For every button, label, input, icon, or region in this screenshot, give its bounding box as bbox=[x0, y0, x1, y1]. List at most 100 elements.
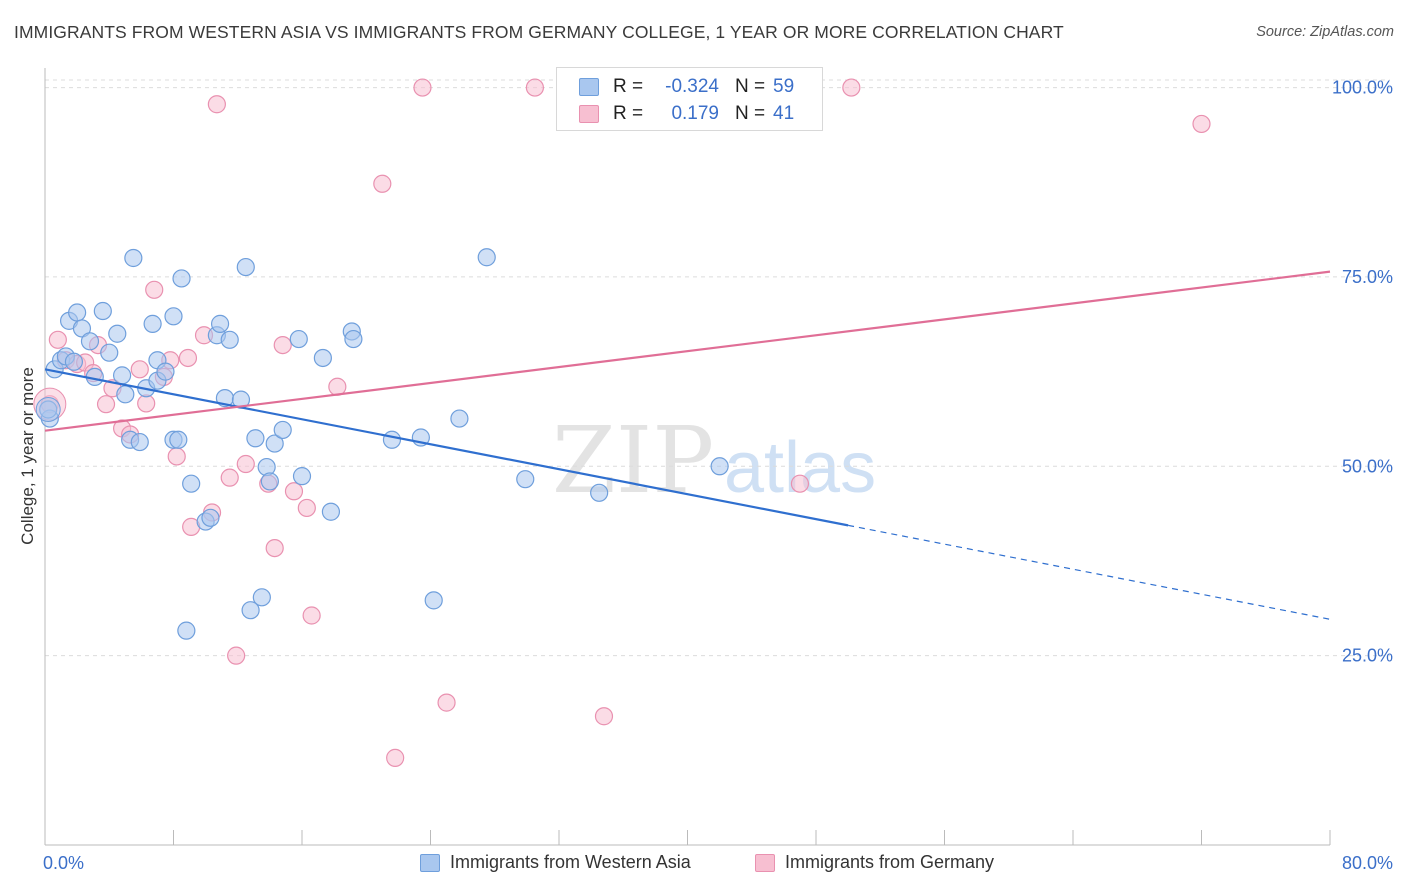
y-tick-label: 50.0% bbox=[1342, 456, 1393, 476]
legend-r-value: 0.179 bbox=[671, 103, 719, 124]
germany-point bbox=[167, 447, 186, 466]
axes bbox=[44, 68, 1331, 846]
legend-r-value: -0.324 bbox=[665, 76, 719, 97]
x-tick-labels: 0.0% 80.0% bbox=[43, 853, 1393, 873]
western-asia-trend-extension bbox=[848, 524, 1331, 620]
germany-point bbox=[302, 606, 321, 625]
germany-point bbox=[273, 335, 292, 355]
western-asia-point bbox=[516, 470, 535, 489]
western-asia-point bbox=[236, 257, 255, 277]
germany-point bbox=[373, 174, 392, 193]
western-asia-point bbox=[93, 301, 112, 321]
western-asia-point bbox=[450, 409, 469, 428]
western-asia-point bbox=[169, 430, 188, 449]
germany-point bbox=[265, 538, 284, 558]
western-asia-point bbox=[246, 429, 265, 448]
western-asia-point bbox=[143, 314, 162, 333]
western-asia-point bbox=[201, 508, 220, 527]
germany-point bbox=[437, 693, 456, 712]
western-asia-point bbox=[210, 314, 230, 333]
germany-point bbox=[284, 482, 304, 501]
legend-r-label: R = bbox=[613, 76, 644, 97]
western-asia-point bbox=[108, 324, 127, 343]
germany-point bbox=[297, 498, 316, 518]
germany-point bbox=[842, 78, 861, 97]
western-asia-point bbox=[182, 474, 201, 493]
western-asia-point bbox=[321, 502, 341, 521]
western-asia-point bbox=[64, 352, 84, 371]
germany-point bbox=[790, 474, 810, 493]
germany-point bbox=[386, 748, 405, 767]
germany-point bbox=[207, 95, 226, 114]
series-legend-western-asia: Immigrants from Western Asia bbox=[420, 852, 691, 873]
western-asia-point bbox=[590, 483, 609, 502]
germany-point bbox=[145, 280, 164, 299]
western-asia-point bbox=[124, 248, 143, 268]
legend-swatch-blue bbox=[579, 78, 599, 96]
germany-point bbox=[525, 78, 545, 97]
watermark-zip: ZIP bbox=[552, 407, 714, 514]
western-asia-point bbox=[252, 588, 271, 607]
western-asia-point bbox=[424, 591, 443, 610]
legend-row-germany: R = 0.179 N = 41 bbox=[579, 101, 794, 127]
germany-point bbox=[96, 395, 116, 414]
series-swatch-blue bbox=[420, 853, 440, 872]
legend-n-value: 41 bbox=[773, 103, 795, 124]
trend-lines bbox=[44, 270, 1331, 620]
y-tick-label: 75.0% bbox=[1342, 267, 1393, 287]
germany-point bbox=[178, 348, 198, 368]
western-asia-point bbox=[265, 434, 284, 453]
legend-n-label: N = bbox=[735, 103, 766, 124]
germany-point bbox=[413, 78, 432, 97]
legend-row-western-asia: R = -0.324 N = 59 bbox=[579, 74, 794, 100]
y-tick-label: 25.0% bbox=[1342, 646, 1393, 666]
series-legend: Immigrants from Western Asia Immigrants … bbox=[0, 852, 1406, 876]
series-name-germany: Immigrants from Germany bbox=[785, 852, 995, 872]
western-asia-point bbox=[313, 348, 332, 368]
western-asia-point bbox=[710, 457, 729, 476]
germany-point bbox=[594, 707, 614, 726]
western-asia-point bbox=[112, 366, 132, 385]
series-name-western-asia: Immigrants from Western Asia bbox=[450, 852, 691, 872]
western-asia-point bbox=[80, 332, 100, 351]
western-asia-points bbox=[35, 248, 729, 640]
watermark: ZIP atlas bbox=[552, 407, 876, 514]
legend-n-label: N = bbox=[735, 76, 766, 97]
x-tick-label-min: 0.0% bbox=[43, 853, 84, 873]
western-asia-trend-line bbox=[44, 368, 849, 527]
series-swatch-pink bbox=[755, 853, 775, 872]
source-credit: Source: ZipAtlas.com bbox=[1256, 24, 1394, 40]
western-asia-point bbox=[344, 329, 363, 349]
watermark-atlas: atlas bbox=[724, 428, 876, 508]
western-asia-point bbox=[68, 303, 87, 322]
western-asia-point bbox=[100, 343, 119, 362]
western-asia-point bbox=[164, 307, 183, 326]
y-axis-label: College, 1 year or more bbox=[18, 367, 37, 545]
gridlines bbox=[45, 79, 1390, 657]
western-asia-point bbox=[382, 430, 402, 449]
western-asia-point bbox=[72, 319, 92, 338]
western-asia-point bbox=[292, 467, 312, 486]
western-asia-point bbox=[116, 385, 135, 404]
western-asia-point bbox=[260, 472, 279, 491]
germany-point bbox=[137, 394, 156, 413]
legend-n-value: 59 bbox=[773, 76, 795, 97]
western-asia-point bbox=[130, 432, 149, 452]
western-asia-point bbox=[172, 269, 191, 288]
legend-swatch-pink bbox=[579, 105, 599, 123]
germany-trend-line bbox=[44, 270, 1331, 432]
y-tick-label: 100.0% bbox=[1332, 78, 1393, 98]
western-asia-point-large bbox=[35, 396, 61, 422]
germany-point bbox=[130, 360, 149, 379]
y-tick-labels: 25.0% 50.0% 75.0% 100.0% bbox=[1332, 78, 1393, 666]
stats-legend: R = -0.324 N = 59 R = 0.179 N = 41 bbox=[556, 67, 823, 131]
legend-r-label: R = bbox=[613, 103, 644, 124]
germany-point bbox=[1192, 114, 1211, 134]
western-asia-point bbox=[289, 329, 308, 349]
chart-title: IMMIGRANTS FROM WESTERN ASIA VS IMMIGRAN… bbox=[14, 22, 1064, 42]
series-legend-germany: Immigrants from Germany bbox=[755, 852, 994, 873]
germany-point bbox=[220, 468, 239, 487]
western-asia-point bbox=[156, 362, 175, 381]
western-asia-point bbox=[477, 248, 496, 267]
